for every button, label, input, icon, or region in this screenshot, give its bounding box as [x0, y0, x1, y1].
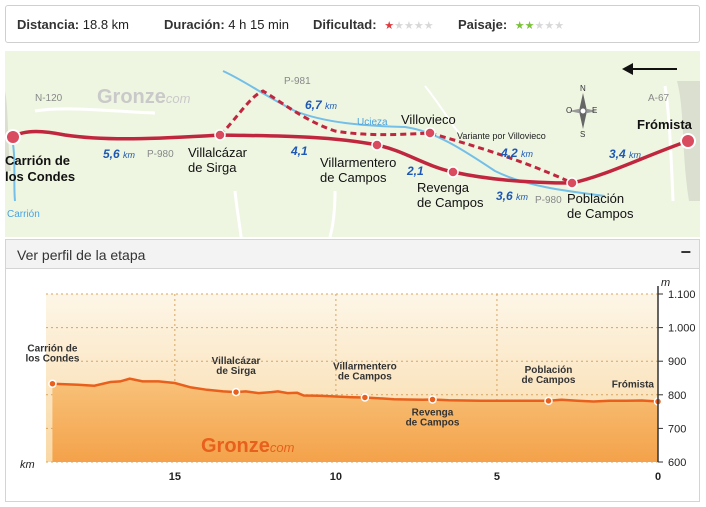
- elevation-profile-panel: Carrión de los Condes Villalcázar de Sirga V…: [5, 269, 700, 502]
- y-tick-label: 900: [668, 356, 686, 368]
- marker-villovieco: [424, 127, 436, 139]
- road-n120: [34, 107, 156, 115]
- town-label-villovieco: Villovieco: [401, 112, 456, 127]
- difficulty-label: Dificultad:: [313, 17, 377, 32]
- stage-route-map: Gronzecom N-120 P-981 P-980 P-980 A-67 U…: [5, 51, 700, 237]
- elevation-chart: Carrión de los Condes Villalcázar de Sirga V…: [20, 277, 696, 483]
- town-label-revenga: Revenga de Campos: [417, 180, 484, 210]
- y-tick-label: 1.100: [668, 289, 696, 301]
- segment-distance-1: 5,6 km: [103, 147, 136, 161]
- y-axis-unit: m: [661, 277, 670, 289]
- town-point-label: Villalcázar de Sirga: [212, 356, 261, 377]
- map-canvas: [5, 63, 700, 237]
- town-point-label: Villarmentero de Campos: [333, 361, 397, 382]
- y-tick-label: 600: [668, 457, 686, 469]
- town-point: [428, 395, 437, 404]
- stage-stats-bar: Distancia: 18.8 km Duración: 4 h 15 min …: [5, 5, 700, 43]
- star-empty-icon: ★: [423, 20, 434, 32]
- distance-stat: Distancia: 18.8 km: [17, 17, 129, 32]
- elevation-area-fill: [52, 378, 658, 462]
- town-point-label: Revenga de Campos: [406, 408, 460, 429]
- segment-distance-2: 6,7 km: [305, 98, 338, 112]
- variant-route-villovieco: [218, 89, 573, 185]
- river-label-ucieza: Ucieza: [357, 117, 388, 128]
- difficulty-stat: Dificultad: ★★★★★: [313, 17, 434, 32]
- road-south-2: [328, 190, 337, 237]
- x-tick-label: 5: [494, 471, 500, 483]
- x-tick-label: 0: [655, 471, 661, 483]
- x-axis-unit: km: [20, 459, 35, 471]
- road-a67: [663, 85, 675, 202]
- elevation-profile-toggle[interactable]: Ver perfil de la etapa −: [5, 239, 700, 269]
- y-tick-label: 700: [668, 423, 686, 435]
- y-tick-label: 1.000: [668, 323, 696, 335]
- segment-distance-7: 3,4 km: [609, 147, 642, 161]
- compass-e: E: [592, 106, 598, 115]
- river-label-carrion: Carrión: [7, 209, 40, 220]
- distance-value: 18.8 km: [82, 17, 130, 32]
- town-point-label: Población de Campos: [522, 365, 576, 386]
- star-empty-icon: ★: [554, 20, 565, 32]
- direction-left-arrow-icon: [622, 63, 677, 75]
- star-filled-icon: ★: [514, 20, 525, 32]
- town-label-poblacion: Población de Campos: [567, 191, 634, 221]
- road-label-n120: N-120: [35, 93, 63, 104]
- segment-distance-4: 2,1: [407, 164, 424, 178]
- road-label-p980-east: P-980: [535, 195, 562, 206]
- duration-label: Duración:: [164, 17, 225, 32]
- marker-villalcazar: [214, 129, 226, 141]
- star-empty-icon: ★: [394, 20, 404, 32]
- difficulty-rating-stars: ★★★★★: [384, 19, 433, 32]
- compass-s: S: [580, 130, 586, 139]
- duration-value: 4 h 15 min: [228, 17, 289, 32]
- variant-label: Variante por Villovieco: [457, 131, 546, 141]
- town-point-label: Carrión de los Condes: [25, 344, 79, 365]
- x-tick-label: 10: [330, 471, 342, 483]
- town-label-fromista: Frómista: [637, 117, 692, 132]
- duration-stat: Duración: 4 h 15 min: [164, 17, 289, 32]
- compass-n: N: [580, 84, 586, 93]
- x-tick-label: 15: [169, 471, 181, 483]
- y-tick-label: 800: [668, 390, 686, 402]
- road-label-a67: A-67: [648, 93, 670, 104]
- star-empty-icon: ★: [534, 20, 545, 32]
- segment-distance-5: 4,2 km: [501, 146, 534, 160]
- marker-villarmentero: [371, 139, 383, 151]
- town-label-villarmentero: Villarmentero de Campos: [320, 155, 397, 185]
- town-label-villalcazar: Villalcázar de Sirga: [188, 145, 248, 175]
- landscape-stat: Paisaje: ★★★★★: [458, 17, 564, 32]
- marker-fromista: [680, 133, 696, 149]
- segment-distance-6: 3,6 km: [496, 189, 529, 203]
- star-filled-icon: ★: [384, 20, 395, 32]
- marker-carrion: [5, 129, 21, 145]
- distance-label: Distancia:: [17, 17, 80, 32]
- compass-o: O: [566, 106, 573, 115]
- town-points: Carrión de los Condes Villalcázar de Sirga V…: [25, 344, 663, 429]
- landscape-rating-stars: ★★★★★: [515, 19, 564, 32]
- star-empty-icon: ★: [403, 20, 414, 32]
- town-point: [544, 396, 553, 406]
- road-north: [424, 85, 461, 134]
- map-logo: Gronzecom: [97, 86, 191, 108]
- town-point: [231, 387, 241, 397]
- marker-poblacion: [566, 177, 578, 189]
- collapse-minus-icon[interactable]: −: [680, 242, 691, 262]
- road-label-p981: P-981: [284, 76, 311, 87]
- profile-header-title: Ver perfil de la etapa: [17, 247, 146, 263]
- town-point: [360, 393, 370, 402]
- star-empty-icon: ★: [413, 20, 424, 32]
- star-empty-icon: ★: [544, 20, 555, 32]
- star-filled-icon: ★: [524, 20, 535, 32]
- marker-revenga: [447, 166, 459, 178]
- segment-distance-3: 4,1: [291, 144, 308, 158]
- chart-logo: Gronzecom: [201, 435, 295, 457]
- road-south: [233, 190, 243, 237]
- town-point: [48, 379, 57, 388]
- compass-icon: [569, 93, 597, 129]
- landscape-label: Paisaje:: [458, 17, 508, 32]
- town-point-label: Frómista: [612, 380, 655, 391]
- road-label-p980-west: P-980: [147, 149, 174, 160]
- town-label-carrion: Carrión de los Condes: [5, 153, 76, 184]
